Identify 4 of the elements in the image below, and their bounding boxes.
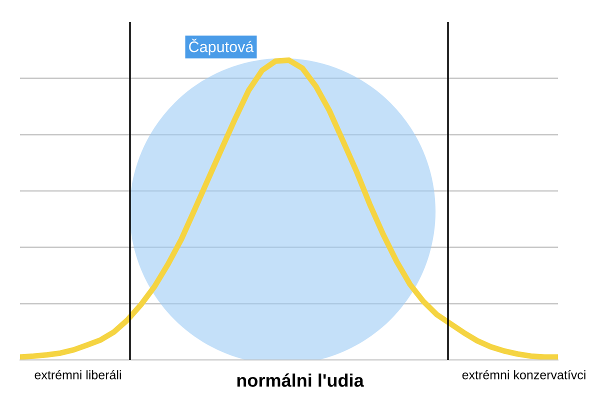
text: Čaputová <box>189 38 254 56</box>
x-axis-title: normálni l'udia <box>237 373 364 387</box>
text: extrémni liberáli <box>34 370 121 380</box>
text: extrémni konzervatívci <box>462 370 586 380</box>
